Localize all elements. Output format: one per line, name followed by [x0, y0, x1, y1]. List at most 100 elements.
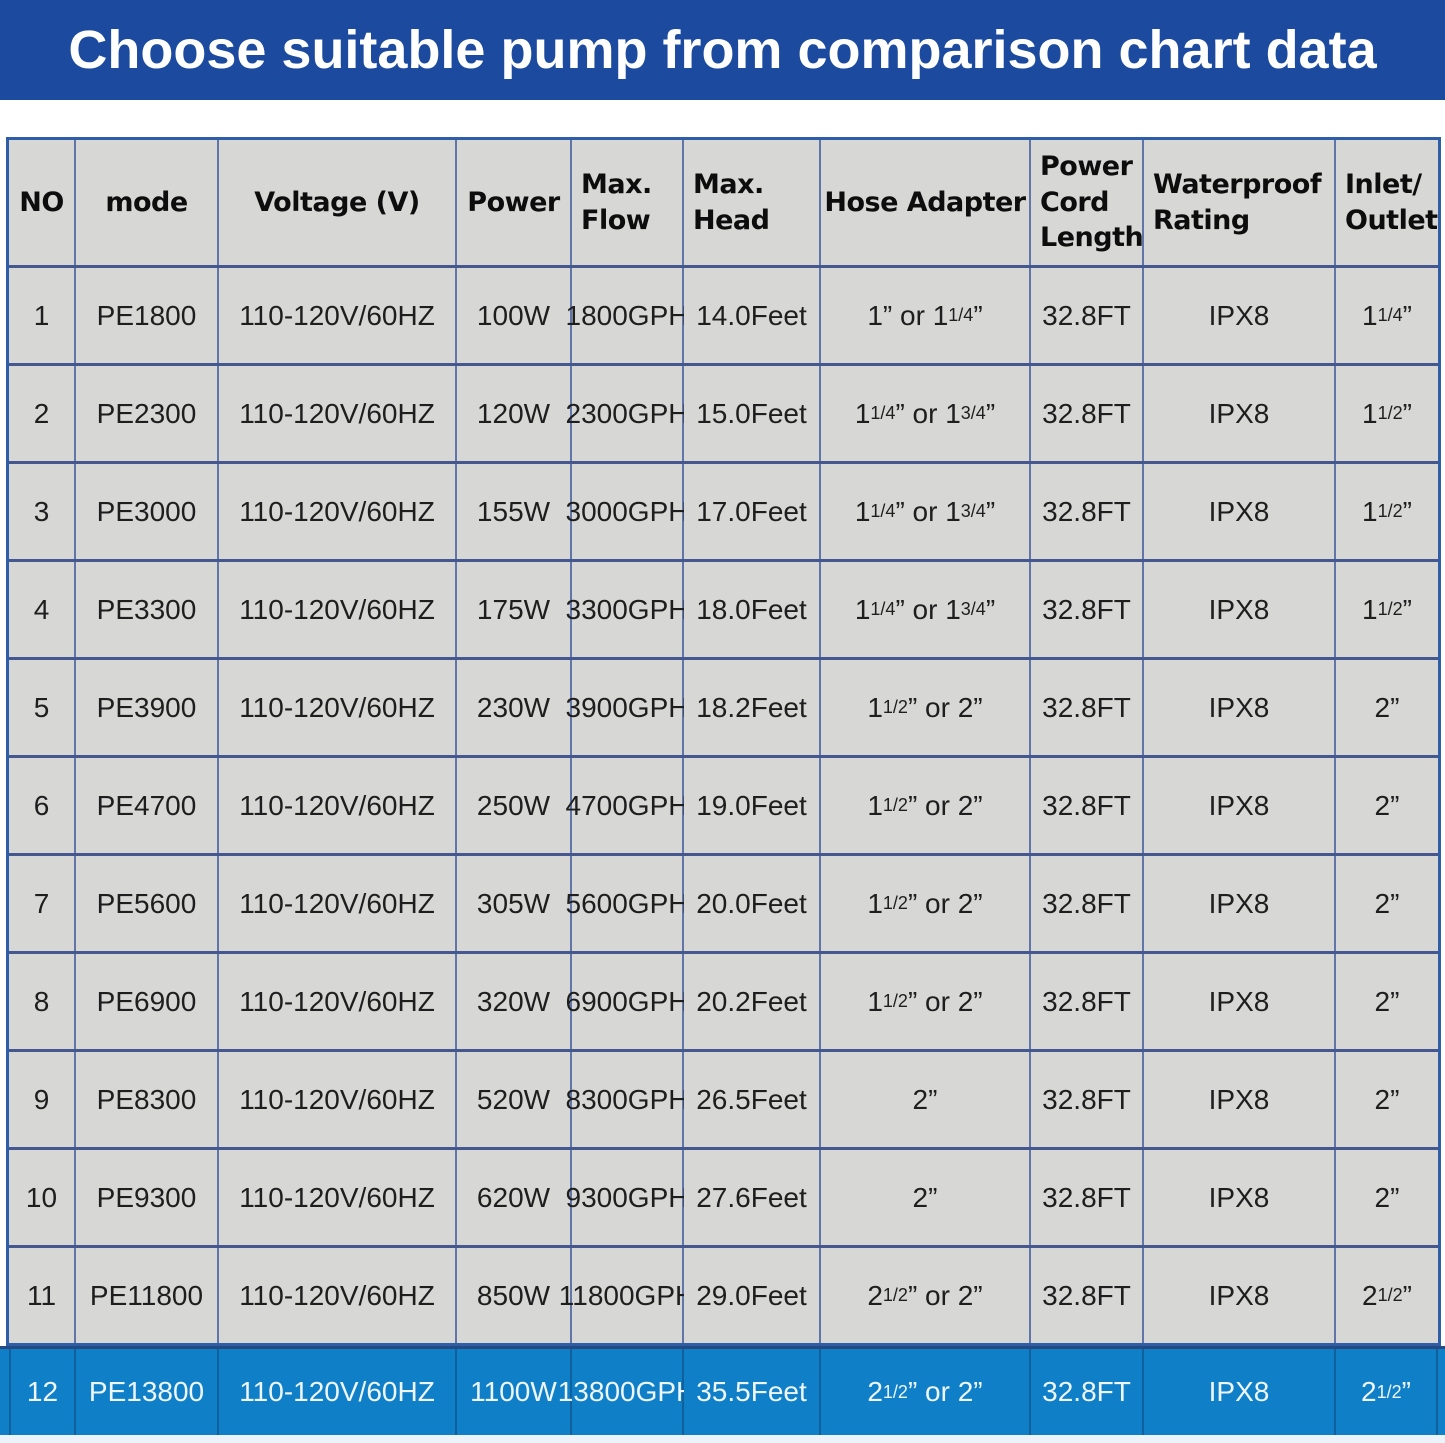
cell-hose-adapter: 1 1/2” or 2” [821, 660, 1031, 755]
cell-voltage: 110-120V/60HZ [219, 954, 457, 1049]
cell-waterproof-rating: IPX8 [1144, 464, 1336, 559]
cell-max-flow: 6900GPH [566, 954, 688, 1049]
cell-power-cord-length: 32.8FT [1031, 1349, 1144, 1435]
cell-max-flow: 8300GPH [566, 1052, 688, 1147]
cell-inlet-outlet: 1 1/2” [1336, 366, 1438, 461]
cell-no: 8 [9, 954, 76, 1049]
cell-voltage: 110-120V/60HZ [219, 268, 457, 363]
cell-hose-adapter: 1 1/4” or 1 3/4” [821, 562, 1031, 657]
cell-max-head: 20.2Feet [684, 954, 821, 1049]
fraction-text: 3/4 [960, 403, 986, 423]
fraction-text: 1/2 [882, 1285, 908, 1305]
cell-power: 305W [457, 856, 572, 951]
cell-max-flow: 2300GPH [566, 366, 688, 461]
cell-no: 9 [9, 1052, 76, 1147]
cell-waterproof-rating: IPX8 [1144, 758, 1336, 853]
cell-mode: PE13800 [76, 1349, 219, 1435]
table-row: 7 PE5600 110-120V/60HZ 305W 5600GPH 20.0Feet 1… [9, 853, 1438, 951]
cell-inlet-outlet: 2” [1336, 1150, 1438, 1245]
cell-power-cord-length: 32.8FT [1031, 660, 1144, 755]
fraction-text: 1/2 [1377, 403, 1403, 423]
cell-max-flow: 3000GPH [566, 464, 688, 559]
cell-power-cord-length: 32.8FT [1031, 1052, 1144, 1147]
table-row: 10 PE9300 110-120V/60HZ 620W 9300GPH 27.6Feet… [9, 1147, 1438, 1245]
table-row: 8 PE6900 110-120V/60HZ 320W 6900GPH 20.2Feet 1… [9, 951, 1438, 1049]
cell-waterproof-rating: IPX8 [1144, 1248, 1336, 1343]
column-header-hose-adapter: Hose Adapter [821, 140, 1031, 265]
column-header-power: Power [457, 140, 572, 265]
cell-power: 620W [457, 1150, 572, 1245]
cell-waterproof-rating: IPX8 [1144, 562, 1336, 657]
highlighted-row: 12 PE13800 110-120V/60HZ 1100W 13800GPH 35.5F… [0, 1346, 1445, 1435]
fraction-text: 1/4 [1377, 305, 1403, 325]
cell-hose-adapter: 2” [821, 1150, 1031, 1245]
cell-max-flow: 11800GPH [559, 1248, 695, 1343]
cell-hose-adapter: 1 1/4” or 1 3/4” [821, 464, 1031, 559]
cell-no: 11 [9, 1248, 76, 1343]
cell-power-cord-length: 32.8FT [1031, 366, 1144, 461]
fraction-text: 1/4 [870, 501, 896, 521]
cell-inlet-outlet: 1 1/2” [1336, 464, 1438, 559]
cell-no: 1 [9, 268, 76, 363]
cell-waterproof-rating: IPX8 [1144, 954, 1336, 1049]
cell-power: 155W [457, 464, 572, 559]
cell-inlet-outlet: 2” [1336, 1052, 1438, 1147]
cell-power-cord-length: 32.8FT [1031, 268, 1144, 363]
comparison-table: NO mode Voltage (V) Power Max. Flow Max. Head… [6, 137, 1441, 1346]
cell-max-flow: 13800GPH [558, 1349, 696, 1435]
cell-hose-adapter: 1” or 1 1/4” [821, 268, 1031, 363]
cell-voltage: 110-120V/60HZ [219, 1150, 457, 1245]
cell-max-head: 29.0Feet [684, 1248, 821, 1343]
fraction-text: 1/4 [870, 403, 896, 423]
cell-inlet-outlet: 2” [1336, 954, 1438, 1049]
fraction-text: 1/2 [1377, 501, 1403, 521]
column-header-no: NO [9, 140, 76, 265]
cell-inlet-outlet: 1 1/2” [1336, 562, 1438, 657]
cell-waterproof-rating: IPX8 [1144, 660, 1336, 755]
page-title: Choose suitable pump from comparison cha… [68, 20, 1377, 80]
cell-max-head: 20.0Feet [684, 856, 821, 951]
cell-power: 850W [457, 1248, 572, 1343]
cell-voltage: 110-120V/60HZ [219, 562, 457, 657]
cell-power: 520W [457, 1052, 572, 1147]
table-row: 2 PE2300 110-120V/60HZ 120W 2300GPH 15.0Feet 1… [9, 363, 1438, 461]
cell-max-flow: 1800GPH [566, 268, 688, 363]
cell-voltage: 110-120V/60HZ [219, 1052, 457, 1147]
cell-no: 7 [9, 856, 76, 951]
cell-no: 3 [9, 464, 76, 559]
cell-mode: PE1800 [76, 268, 219, 363]
table-row: 1 PE1800 110-120V/60HZ 100W 1800GPH 14.0Feet 1… [9, 265, 1438, 363]
cell-hose-adapter: 2 1/2” or 2” [821, 1349, 1031, 1435]
cell-power: 1100W [457, 1349, 572, 1435]
cell-max-flow: 9300GPH [566, 1150, 688, 1245]
bottom-margin [0, 1435, 1445, 1443]
cell-max-flow: 3900GPH [566, 660, 688, 755]
cell-inlet-outlet: 1 1/4” [1336, 268, 1438, 363]
cell-hose-adapter: 1 1/2” or 2” [821, 856, 1031, 951]
cell-waterproof-rating: IPX8 [1144, 268, 1336, 363]
fraction-text: 3/4 [960, 599, 986, 619]
cell-mode: PE3300 [76, 562, 219, 657]
cell-voltage: 110-120V/60HZ [219, 464, 457, 559]
cell-max-flow: 3300GPH [566, 562, 688, 657]
cell-no: 5 [9, 660, 76, 755]
cell-mode: PE9300 [76, 1150, 219, 1245]
cell-max-flow: 5600GPH [566, 856, 688, 951]
cell-voltage: 110-120V/60HZ [219, 366, 457, 461]
fraction-text: 1/2 [882, 893, 908, 913]
cell-max-head: 26.5Feet [684, 1052, 821, 1147]
fraction-text: 1/2 [882, 1381, 908, 1402]
cell-hose-adapter: 2” [821, 1052, 1031, 1147]
fraction-text: 1/2 [882, 697, 908, 717]
cell-inlet-outlet: 2 1/2” [1336, 1349, 1438, 1435]
column-header-power-cord-length: Power Cord Length [1031, 140, 1144, 265]
cell-power-cord-length: 32.8FT [1031, 856, 1144, 951]
cell-hose-adapter: 1 1/2” or 2” [821, 954, 1031, 1049]
cell-max-head: 35.5Feet [684, 1349, 821, 1435]
cell-power: 250W [457, 758, 572, 853]
cell-waterproof-rating: IPX8 [1144, 1052, 1336, 1147]
fraction-text: 1/2 [1377, 599, 1403, 619]
cell-voltage: 110-120V/60HZ [219, 660, 457, 755]
cell-power: 320W [457, 954, 572, 1049]
cell-waterproof-rating: IPX8 [1144, 856, 1336, 951]
